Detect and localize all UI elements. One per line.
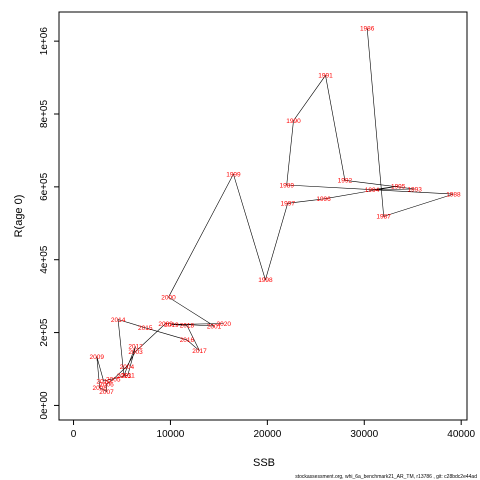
x-tick-label: 20000 [253,429,281,440]
x-axis: 0 10000 20000 30000 40000 [71,420,476,440]
year-label-1998: 1998 [258,277,273,284]
year-label-1989: 1989 [280,182,295,189]
year-label-1987: 1987 [376,214,391,221]
y-axis: 0e+00 2e+05 4e+05 6e+05 8e+05 1e+06 [39,27,59,420]
year-label-2008: 2008 [92,385,107,392]
year-label-2020: 2020 [217,321,232,328]
x-tick-label: 0 [71,429,77,440]
x-tick-label: 10000 [157,429,185,440]
series-line [96,28,454,393]
year-label-2000: 2000 [161,295,176,302]
x-tick-label: 30000 [350,429,378,440]
year-label-1994: 1994 [365,187,380,194]
y-tick-label: 6e+05 [39,172,50,201]
y-tick-label: 8e+05 [39,100,50,129]
year-label-1996: 1996 [316,196,331,203]
y-tick-label: 2e+05 [39,318,50,347]
year-label-2003: 2003 [128,349,143,356]
x-tick-label: 40000 [447,429,475,440]
year-label-2013: 2013 [117,373,132,380]
year-label-2019: 2019 [164,322,179,329]
year-label-1999: 1999 [226,171,241,178]
year-label-1991: 1991 [318,73,333,80]
year-label-2016: 2016 [180,337,195,344]
year-label-2001: 2001 [207,323,222,330]
year-label-2014: 2014 [111,317,126,324]
year-label-2017: 2017 [192,348,207,355]
year-label-1993: 1993 [407,186,422,193]
y-tick-label: 1e+06 [39,27,50,56]
year-label-2007: 2007 [99,389,114,396]
year-label-2012: 2012 [128,344,143,351]
year-label-1986: 1986 [360,26,375,33]
year-label-1990: 1990 [286,118,301,125]
y-tick-label: 0e+00 [39,391,50,420]
year-label-2010: 2010 [96,378,111,385]
y-axis-title: R(age 0) [13,195,25,238]
year-label-2004: 2004 [120,364,135,371]
year-label-2011: 2011 [121,372,135,379]
x-axis-title: SSB [253,457,275,469]
year-label-1997: 1997 [280,201,295,208]
year-label-2015: 2015 [138,325,153,332]
year-label-2005: 2005 [106,377,121,384]
year-label-1988: 1988 [446,191,461,198]
year-label-2002: 2002 [158,321,173,328]
year-label-1992: 1992 [338,178,353,185]
plot-frame [58,11,468,421]
year-label-2006: 2006 [99,382,114,389]
footer-credit: stockassessment.org, whi_6a_benchmark21_… [295,474,477,480]
year-labels: 1986 1987 1988 1989 1990 1991 1992 1993 1994 1995… [90,26,461,396]
year-label-2018: 2018 [180,323,195,330]
y-tick-label: 4e+05 [39,245,50,274]
year-label-1995: 1995 [391,183,406,190]
year-label-2009: 2009 [90,354,105,361]
